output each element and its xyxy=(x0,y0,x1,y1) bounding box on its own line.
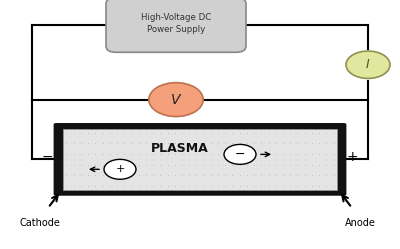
Text: +: + xyxy=(115,164,125,174)
Text: −: − xyxy=(235,148,245,161)
Text: PLASMA: PLASMA xyxy=(151,142,209,155)
Text: Anode: Anode xyxy=(344,218,376,228)
FancyBboxPatch shape xyxy=(63,129,337,190)
Circle shape xyxy=(346,51,390,78)
Text: V: V xyxy=(171,93,181,107)
Circle shape xyxy=(224,144,256,164)
Text: +: + xyxy=(347,150,359,164)
FancyBboxPatch shape xyxy=(54,123,346,196)
FancyBboxPatch shape xyxy=(106,0,246,52)
Circle shape xyxy=(149,83,203,117)
Text: −: − xyxy=(41,150,53,164)
Text: High-Voltage DC
Power Supply: High-Voltage DC Power Supply xyxy=(141,13,211,34)
Text: Cathode: Cathode xyxy=(20,218,60,228)
Circle shape xyxy=(104,159,136,179)
Text: I: I xyxy=(366,58,370,71)
